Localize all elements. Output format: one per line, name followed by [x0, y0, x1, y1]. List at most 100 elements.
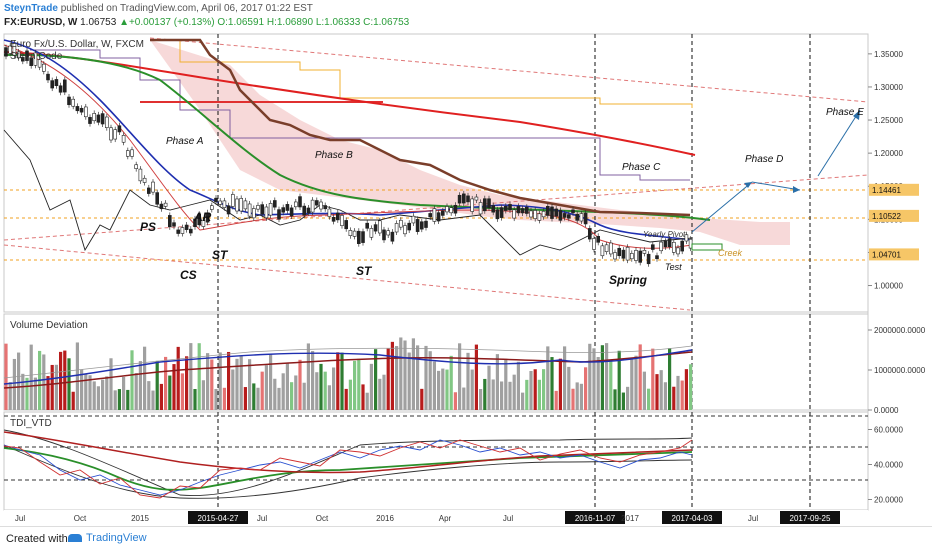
candle-body [222, 200, 227, 208]
candle-body [298, 196, 302, 208]
volume-bar [164, 356, 168, 410]
candle-body [109, 127, 113, 141]
time-tick-label: Jul [15, 514, 25, 523]
volume-bar [466, 352, 470, 410]
volume-bar [172, 364, 176, 410]
volume-bar [12, 358, 16, 410]
tradingview-link[interactable]: TradingView [68, 532, 147, 544]
volume-bar [353, 360, 357, 410]
volume-bar [239, 355, 243, 410]
author-name[interactable]: SteynTrade [4, 3, 58, 14]
candle-body [503, 205, 508, 211]
candle-body [319, 201, 323, 210]
tdi-tick-label: 60.0000 [874, 426, 903, 435]
candle-body [676, 247, 680, 255]
volume-bar [424, 345, 428, 410]
volume-bar [248, 359, 252, 410]
candle-body [449, 207, 454, 214]
volume-bar [332, 367, 336, 410]
phase-a-label: Phase A [166, 136, 204, 147]
candle-body [365, 222, 370, 229]
volume-tick-label: 1000000.0000 [874, 366, 926, 375]
spring-label: Spring [609, 273, 648, 287]
red-fast-line [3, 44, 693, 249]
volume-bar [525, 379, 529, 410]
price-level-badge [869, 209, 919, 222]
volume-bar [264, 365, 268, 410]
candle-body [608, 242, 613, 255]
creek-label: Creek [718, 248, 743, 258]
candle-body [621, 249, 626, 259]
candle-body [62, 79, 67, 93]
volume-bar [365, 392, 369, 410]
candle-body [41, 63, 46, 72]
volume-bar [33, 377, 37, 410]
time-axis[interactable]: JulOct20152015-04-27JulOct2016AprJulO201… [15, 511, 840, 524]
candle-body [20, 57, 25, 62]
volume-bar [588, 343, 592, 410]
volume-bar [206, 353, 210, 410]
candlesticks[interactable] [4, 40, 693, 267]
symbol-name[interactable]: FX:EURUSD, W [4, 17, 78, 28]
price-tick-label: 1.25000 [874, 116, 903, 125]
candle-body [155, 192, 159, 205]
time-tick-label: 2015 [131, 514, 149, 523]
volume-bar [579, 383, 583, 410]
candle-body [75, 106, 80, 112]
channel-mid-line [3, 174, 869, 241]
st-label-1: ST [212, 248, 229, 262]
candle-body [25, 50, 29, 61]
price-level-text: 1.14461 [872, 186, 901, 195]
candle-body [126, 150, 130, 157]
candle-body [386, 230, 391, 236]
tdi-tick-label: 40.0000 [874, 461, 903, 470]
candle-body [205, 212, 210, 223]
volume-bar [390, 341, 394, 410]
volume-bar [638, 344, 642, 410]
candle-body [428, 213, 433, 218]
volume-bar [180, 373, 184, 410]
candle-body [180, 227, 185, 234]
candle-body [369, 228, 374, 238]
tdi-band-upper [3, 429, 693, 497]
volume-bar [319, 363, 323, 410]
phase-e-label: Phase E [826, 107, 864, 118]
candle-body [277, 209, 281, 220]
candle-body [67, 96, 71, 106]
candle-body [457, 194, 462, 204]
volume-bar [59, 351, 63, 410]
volume-bar [4, 343, 8, 410]
volume-bar [126, 389, 130, 410]
candle-body [189, 228, 193, 234]
change-up-icon: ▲ [119, 17, 129, 28]
yearly-pivot-label: Yearly Pivot [643, 230, 686, 239]
candle-body [537, 213, 542, 221]
candle-body [88, 117, 92, 124]
volume-bar [420, 388, 424, 410]
candle-body [214, 197, 218, 203]
candle-body [92, 113, 96, 122]
candle-body [252, 208, 256, 219]
volume-bar [290, 382, 294, 410]
volume-bar [67, 358, 71, 410]
arrowhead-1 [744, 182, 752, 188]
volume-bar [311, 351, 315, 410]
time-tick-label: Jul [257, 514, 267, 523]
candle-body [184, 224, 189, 230]
volume-bar [361, 384, 365, 410]
candle-body [390, 231, 395, 242]
price-level-text: 1.04701 [872, 250, 901, 259]
candle-body [201, 219, 206, 227]
candle-body [571, 209, 575, 214]
volume-bar [63, 350, 67, 410]
volume-bar [567, 366, 571, 410]
candle-body [163, 202, 168, 207]
volume-bar [634, 355, 638, 410]
volume-bar [626, 386, 630, 410]
chart-canvas[interactable]: Euro Fx/U.S. Dollar, W, FXCM Steyn Code … [0, 0, 932, 526]
volume-bar [88, 375, 92, 410]
volume-bar [336, 352, 340, 410]
candle-body [117, 125, 122, 133]
price-tick-label: 1.20000 [874, 149, 903, 158]
volume-bar [147, 381, 151, 410]
